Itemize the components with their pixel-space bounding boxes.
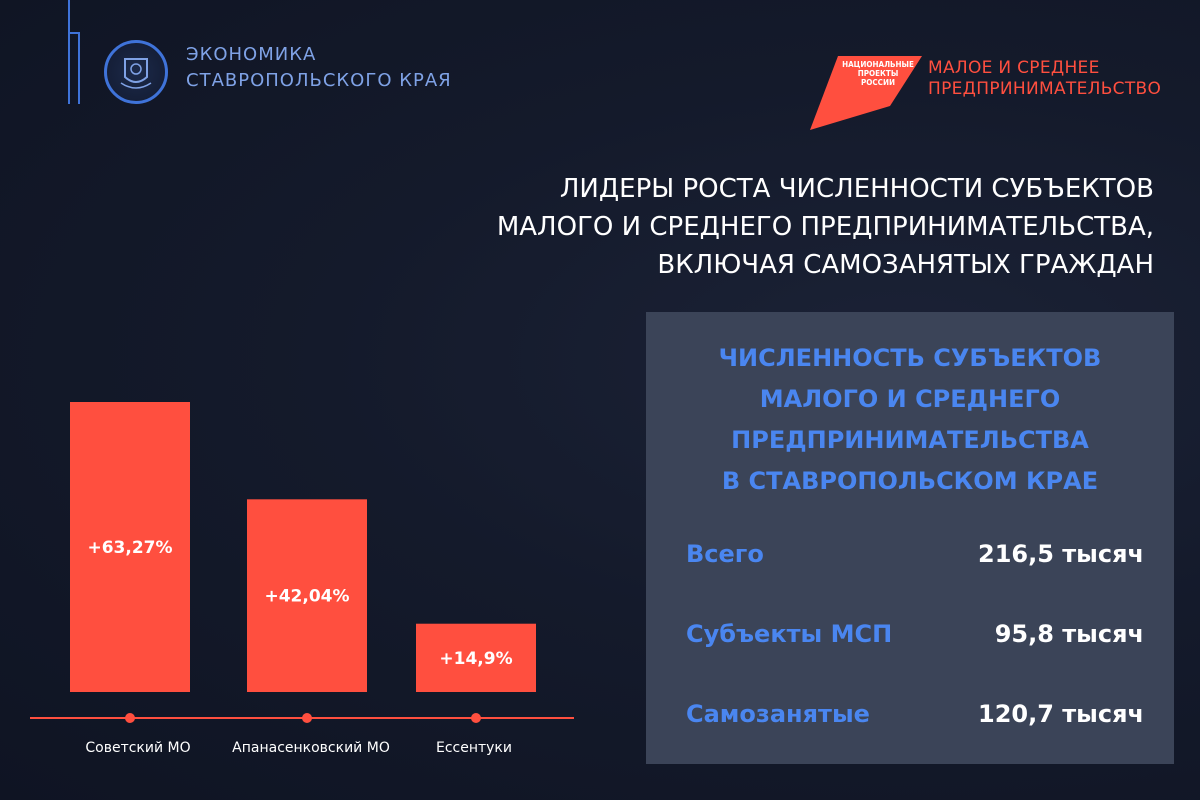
stat-msp-value: 95,8 тысяч <box>994 620 1144 648</box>
bar-2 <box>416 623 536 692</box>
brand-title-line1: ЭКОНОМИКА <box>186 44 317 65</box>
bar-value-label-0: +63,27% <box>87 538 172 558</box>
emblem-icon <box>104 40 168 104</box>
category-label-0: Советский МО <box>85 740 190 756</box>
np-logo-line1: НАЦИОНАЛЬНЫЕ <box>842 60 914 69</box>
header-accent-bracket-left <box>68 32 70 104</box>
category-label-1: Апанасенковский МО <box>232 740 390 756</box>
project-title-line2: ПРЕДПРИНИМАТЕЛЬСТВО <box>928 79 1162 99</box>
growth-bar-chart: +63,27% Советский МО +42,04% Апанасенковски… <box>30 402 574 756</box>
stat-total-value: 216,5 тысяч <box>978 540 1144 568</box>
stats-title-line1: ЧИСЛЕННОСТЬ СУБЪЕКТОВ <box>718 344 1102 372</box>
axis-tick-dot-2 <box>471 713 481 723</box>
stats-panel <box>646 312 1174 764</box>
header-accent-line-right <box>78 32 80 104</box>
np-logo-line2: ПРОЕКТЫ <box>857 69 899 78</box>
main-title-line2: МАЛОГО И СРЕДНЕГО ПРЕДПРИНИМАТЕЛЬСТВА, <box>496 212 1154 242</box>
bar-0 <box>70 402 190 692</box>
main-title-line3: ВКЛЮЧАЯ САМОЗАНЯТЫХ ГРАЖДАН <box>657 250 1154 280</box>
project-title: МАЛОЕ И СРЕДНЕЕ ПРЕДПРИНИМАТЕЛЬСТВО <box>928 58 1161 100</box>
bar-value-label-1: +42,04% <box>264 587 349 607</box>
stats-title-line4: В СТАВРОПОЛЬСКОМ КРАЕ <box>721 467 1099 495</box>
np-logo-line3: РОССИИ <box>861 78 895 87</box>
stat-msp-label: Субъекты МСП <box>686 620 893 648</box>
brand-title-line2: СТАВРОПОЛЬСКОГО КРАЯ <box>186 70 452 91</box>
brand-title: ЭКОНОМИКА СТАВРОПОЛЬСКОГО КРАЯ <box>186 42 452 94</box>
stats-title-line2: МАЛОГО И СРЕДНЕГО <box>759 385 1061 413</box>
bar-1 <box>247 499 367 692</box>
category-label-2: Ессентуки <box>436 740 512 756</box>
stat-selfemployed-label: Самозанятые <box>686 700 870 728</box>
stat-selfemployed-value: 120,7 тысяч <box>978 700 1144 728</box>
project-title-line1: МАЛОЕ И СРЕДНЕЕ <box>928 58 1100 78</box>
national-projects-logo-text: НАЦИОНАЛЬНЫЕ ПРОЕКТЫ РОССИИ <box>838 60 918 87</box>
main-title: ЛИДЕРЫ РОСТА ЧИСЛЕННОСТИ СУБЪЕКТОВ МАЛОГ… <box>454 170 1154 284</box>
header-accent-bracket-top <box>68 32 80 34</box>
axis-tick-dot-1 <box>302 713 312 723</box>
bar-value-label-2: +14,9% <box>439 649 512 669</box>
axis-tick-dot-0 <box>125 713 135 723</box>
stat-total-label: Всего <box>686 540 764 568</box>
main-title-line1: ЛИДЕРЫ РОСТА ЧИСЛЕННОСТИ СУБЪЕКТОВ <box>559 174 1154 204</box>
stats-panel-title: ЧИСЛЕННОСТЬ СУБЪЕКТОВ МАЛОГО И СРЕДНЕГО … <box>646 338 1174 502</box>
stats-title-line3: ПРЕДПРИНИМАТЕЛЬСТВА <box>731 426 1089 454</box>
header-accent-line-vertical <box>68 0 70 34</box>
national-projects-logo-icon <box>810 56 922 130</box>
